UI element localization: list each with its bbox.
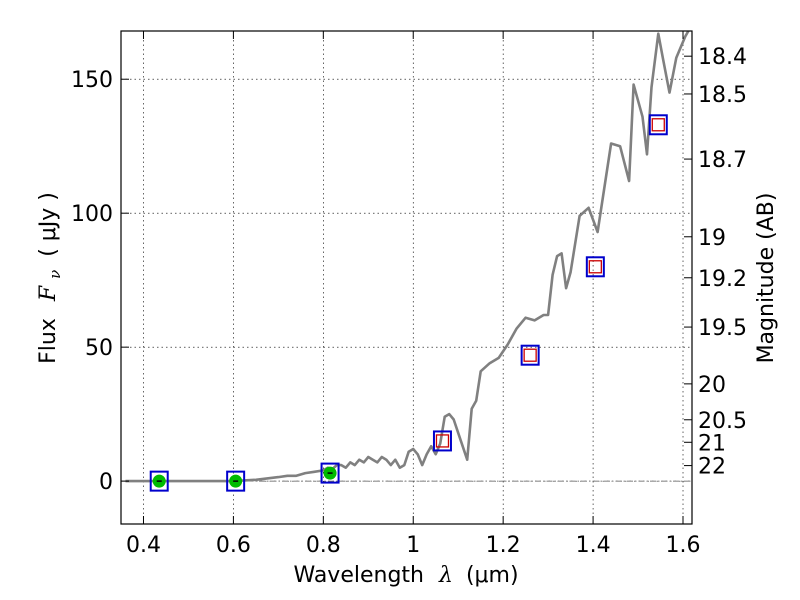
x-tick-label: 1 xyxy=(406,533,420,558)
x-axis-label: Wavelength λ (μm) xyxy=(293,563,518,588)
grid-lines xyxy=(121,31,692,524)
x-tick-label: 0.6 xyxy=(216,533,251,558)
x-tick-label: 1.2 xyxy=(486,533,521,558)
photometry-box xyxy=(226,470,246,492)
right-tick-label: 21 xyxy=(698,431,726,456)
photometry-point xyxy=(651,118,665,132)
photometry-box xyxy=(585,256,605,278)
photometry-box xyxy=(432,430,452,452)
y-tick-label: 50 xyxy=(85,336,113,361)
photometry-box xyxy=(149,470,169,492)
series-layer xyxy=(125,30,690,483)
spectrum-line xyxy=(125,30,690,483)
right-tick-label: 18.5 xyxy=(698,83,747,108)
right-tick-label: 18.4 xyxy=(698,45,747,70)
right-tick-label: 20.5 xyxy=(698,409,747,434)
right-tick-label: 19.5 xyxy=(698,316,747,341)
photometry-box xyxy=(520,344,540,366)
photometry-point xyxy=(588,260,602,274)
x-tick-label: 1.6 xyxy=(666,533,701,558)
photometry-point xyxy=(523,348,537,362)
photometry-box xyxy=(320,462,340,484)
right-axis-label: Magnitude (AB) xyxy=(754,193,779,364)
photometry-box xyxy=(648,114,668,136)
right-tick-label: 19.2 xyxy=(698,267,747,292)
plot-frame xyxy=(120,30,693,525)
y-tick-label: 100 xyxy=(71,202,113,227)
x-tick-label: 1.4 xyxy=(576,533,611,558)
y-tick-label: 0 xyxy=(99,470,113,495)
y-tick-label: 150 xyxy=(71,68,113,93)
y-axis-label: Flux F ν ( μJy ) xyxy=(36,192,66,364)
photometry-point xyxy=(435,434,450,448)
right-tick-label: 22 xyxy=(698,455,726,480)
right-tick-label: 20 xyxy=(698,373,726,398)
right-tick-label: 19 xyxy=(698,226,726,251)
x-tick-label: 0.4 xyxy=(126,533,161,558)
x-tick-label: 0.8 xyxy=(306,533,341,558)
tick-marks xyxy=(121,31,692,524)
photometry-markers xyxy=(149,114,668,492)
right-tick-label: 18.7 xyxy=(698,148,747,173)
